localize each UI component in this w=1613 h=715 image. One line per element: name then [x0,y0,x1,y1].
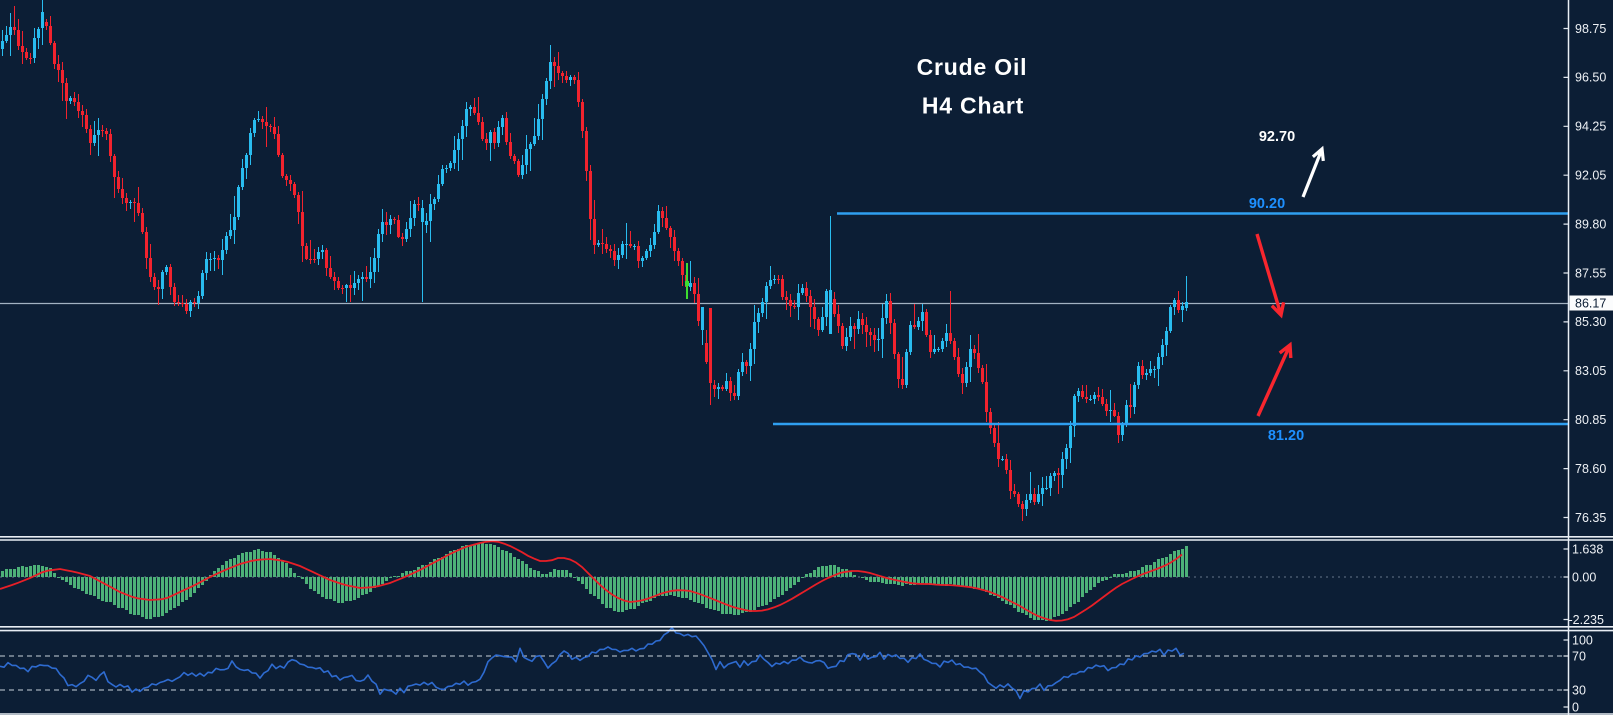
svg-text:1.638: 1.638 [1572,542,1603,556]
svg-text:-2.235: -2.235 [1569,613,1604,627]
svg-text:76.35: 76.35 [1575,511,1606,525]
svg-text:H4 Chart: H4 Chart [922,93,1024,119]
svg-text:70: 70 [1572,649,1586,663]
svg-text:100: 100 [1572,633,1593,647]
svg-text:86.17: 86.17 [1575,297,1606,311]
svg-text:96.50: 96.50 [1575,71,1606,85]
svg-text:92.05: 92.05 [1575,169,1606,183]
svg-text:78.60: 78.60 [1575,462,1606,476]
svg-text:90.20: 90.20 [1249,196,1285,212]
svg-text:87.55: 87.55 [1575,266,1606,280]
svg-text:98.75: 98.75 [1575,22,1606,36]
svg-text:85.30: 85.30 [1575,315,1606,329]
svg-text:94.25: 94.25 [1575,120,1606,134]
svg-text:83.05: 83.05 [1575,364,1606,378]
svg-text:Crude Oil: Crude Oil [917,54,1028,80]
svg-text:81.20: 81.20 [1268,428,1304,444]
svg-text:80.85: 80.85 [1575,413,1606,427]
svg-text:0.00: 0.00 [1572,570,1596,584]
svg-text:92.70: 92.70 [1259,129,1295,145]
svg-text:30: 30 [1572,683,1586,697]
svg-text:89.80: 89.80 [1575,217,1606,231]
svg-text:0: 0 [1572,700,1579,714]
